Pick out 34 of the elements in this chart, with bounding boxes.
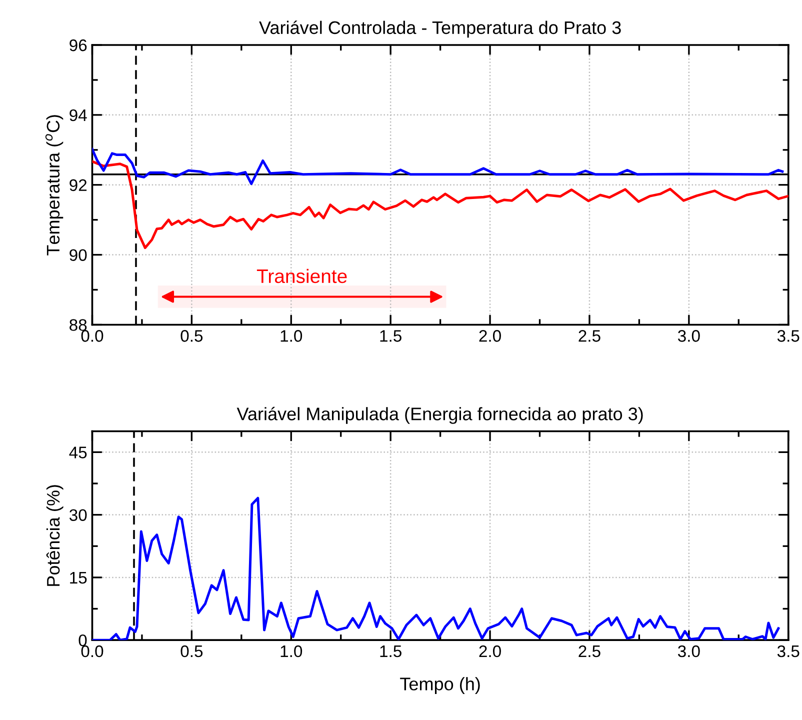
x-tick-label: 0.0 [81,330,104,342]
x-tick-label: 1.5 [380,330,402,342]
x-tick-label: 2.5 [578,645,600,658]
x-tick-label: 3.0 [678,330,700,342]
line-series [92,160,788,250]
y-axis-title: Temperatura ($^{o}$C) [45,115,64,256]
x-tick-label: 3.0 [678,645,700,658]
y-tick-label: 90 [70,249,87,261]
y-tick-label: 15 [70,572,87,584]
x-tick-label: 1.5 [380,646,402,658]
x-tick-label: 2.0 [479,645,501,658]
x-tick-label: 2.0 [479,330,501,342]
x-tick-label: 3.5 [777,330,800,342]
x-tick-label: 0.5 [180,645,203,658]
chart-title: Variável Manipulada (Energia fornecida ao prato 3) [236,406,643,424]
y-tick-label: 45 [69,446,87,458]
y-tick-label: 0 [78,634,87,646]
y-axis-title: Potência (%) [46,485,64,586]
x-tick-label: 0.5 [180,330,203,342]
line-series [92,148,784,186]
line-series [92,496,780,640]
x-tick-label: 1.0 [280,645,302,658]
x-tick-label: 1.0 [280,330,302,342]
chart-title: Variável Controlada - Temperatura do Prato 3 [259,20,621,38]
y-tick-label: 88 [70,319,87,331]
x-tick-label: 3.5 [777,645,800,658]
y-tick-label: 94 [70,109,87,122]
y-tick-label: 30 [69,509,87,522]
x-axis-title: Tempo (h) [400,677,480,694]
x-tick-label: 0.0 [81,645,104,658]
y-tick-label: 96 [70,39,87,52]
y-tick-label: 92 [70,179,87,192]
x-tick-label: 2.5 [578,330,600,342]
band-label: Transiente [256,268,347,284]
